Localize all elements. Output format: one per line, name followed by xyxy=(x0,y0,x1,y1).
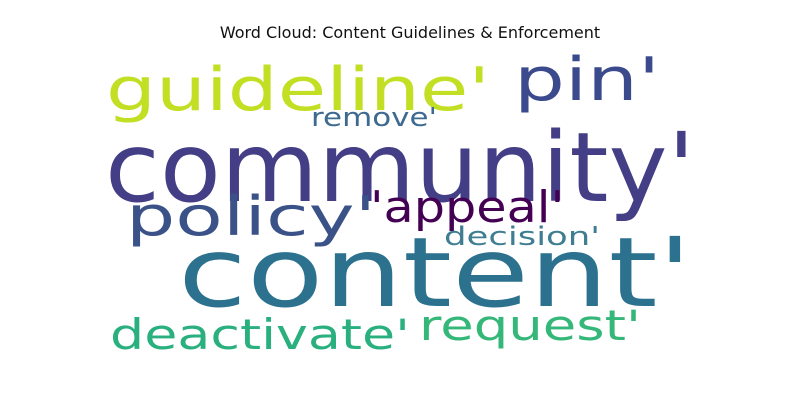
word-request: request' xyxy=(419,301,641,350)
word-remove: remove' xyxy=(311,103,437,133)
word-content: content' xyxy=(178,217,692,329)
word-deactivate: deactivate' xyxy=(110,310,410,359)
chart-title: Word Cloud: Content Guidelines & Enforce… xyxy=(219,23,601,42)
word-pin: pin' xyxy=(514,45,660,115)
word-decision: decision' xyxy=(444,222,600,252)
word-policy: policy' xyxy=(126,185,376,248)
word-appeal: 'appeal' xyxy=(370,182,564,233)
word-guideline: guideline' xyxy=(106,55,490,125)
word-community: community' xyxy=(105,112,695,224)
